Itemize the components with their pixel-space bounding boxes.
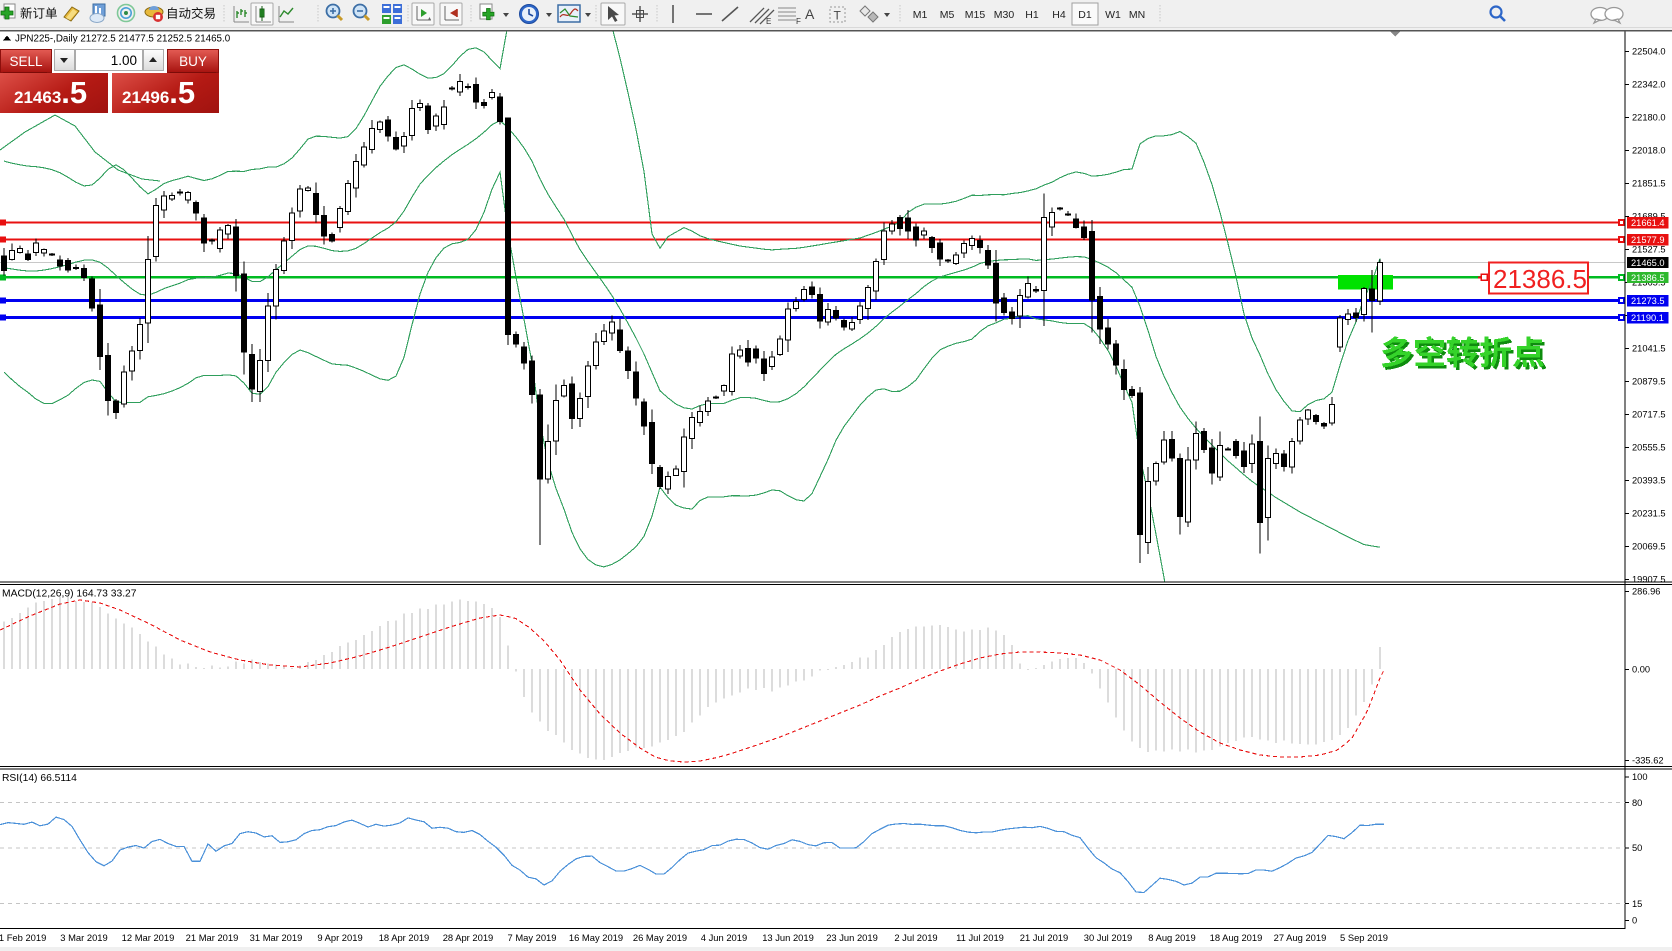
svg-text:2 Jul 2019: 2 Jul 2019 xyxy=(894,932,937,943)
svg-text:31 Mar 2019: 31 Mar 2019 xyxy=(250,932,303,943)
svg-text:20231.5: 20231.5 xyxy=(1632,509,1666,519)
svg-text:W1: W1 xyxy=(1105,9,1121,21)
svg-text:21689.5: 21689.5 xyxy=(1632,212,1666,222)
svg-text:12 Mar 2019: 12 Mar 2019 xyxy=(122,932,175,943)
svg-text:H4: H4 xyxy=(1052,9,1066,21)
svg-text:22018.0: 22018.0 xyxy=(1632,146,1666,156)
svg-text:21 Mar 2019: 21 Mar 2019 xyxy=(186,932,239,943)
svg-text:0: 0 xyxy=(1632,916,1637,926)
svg-text:T: T xyxy=(834,9,842,23)
svg-text:16 May 2019: 16 May 2019 xyxy=(569,932,623,943)
svg-text:20069.5: 20069.5 xyxy=(1632,542,1666,552)
svg-text:22504.0: 22504.0 xyxy=(1632,47,1666,57)
svg-text:M15: M15 xyxy=(965,9,986,21)
svg-text:JPN225-,Daily 21272.5 21477.5: JPN225-,Daily 21272.5 21477.5 21252.5 21… xyxy=(15,34,231,45)
svg-text:100: 100 xyxy=(1632,772,1648,782)
svg-text:E: E xyxy=(766,17,771,26)
svg-text:M5: M5 xyxy=(940,9,955,21)
svg-text:A: A xyxy=(805,6,815,22)
svg-text:D1: D1 xyxy=(1078,9,1092,21)
svg-text:H1: H1 xyxy=(1025,9,1039,21)
svg-text:30 Jul 2019: 30 Jul 2019 xyxy=(1084,932,1132,943)
svg-text:21041.5: 21041.5 xyxy=(1632,344,1666,354)
svg-text:21 Feb 2019: 21 Feb 2019 xyxy=(0,932,46,943)
svg-text:21465.0: 21465.0 xyxy=(1631,258,1665,268)
svg-text:15: 15 xyxy=(1632,899,1642,909)
svg-text:-335.62: -335.62 xyxy=(1632,756,1664,766)
svg-text:21273.5: 21273.5 xyxy=(1631,296,1665,306)
svg-text:MN: MN xyxy=(1129,9,1145,21)
svg-text:50: 50 xyxy=(1632,843,1642,853)
svg-text:11 Jul 2019: 11 Jul 2019 xyxy=(956,932,1004,943)
svg-text:286.96: 286.96 xyxy=(1632,587,1660,597)
svg-text:13 Jun 2019: 13 Jun 2019 xyxy=(762,932,814,943)
svg-text:21661.4: 21661.4 xyxy=(1631,218,1665,228)
svg-text:20555.5: 20555.5 xyxy=(1632,443,1666,453)
svg-text:21527.5: 21527.5 xyxy=(1632,245,1666,255)
svg-text:M30: M30 xyxy=(994,9,1015,21)
svg-text:18 Aug 2019: 18 Aug 2019 xyxy=(1210,932,1263,943)
svg-text:22342.0: 22342.0 xyxy=(1632,80,1666,90)
svg-text:4 Jun 2019: 4 Jun 2019 xyxy=(701,932,747,943)
svg-text:F: F xyxy=(796,17,801,26)
svg-text:RSI(14) 66.5114: RSI(14) 66.5114 xyxy=(2,773,77,784)
svg-text:M1: M1 xyxy=(913,9,928,21)
svg-text:20393.5: 20393.5 xyxy=(1632,476,1666,486)
svg-text:19907.5: 19907.5 xyxy=(1632,575,1666,585)
svg-text:22180.0: 22180.0 xyxy=(1632,113,1666,123)
svg-text:21190.1: 21190.1 xyxy=(1631,313,1664,323)
svg-text:0.00: 0.00 xyxy=(1632,665,1650,675)
svg-text:26 May 2019: 26 May 2019 xyxy=(633,932,687,943)
svg-text:21386.5: 21386.5 xyxy=(1493,264,1587,294)
svg-text:21386.5: 21386.5 xyxy=(1631,273,1665,283)
svg-text:80: 80 xyxy=(1632,798,1642,808)
svg-text:20879.5: 20879.5 xyxy=(1632,377,1666,387)
svg-text:27 Aug 2019: 27 Aug 2019 xyxy=(1274,932,1327,943)
svg-text:18 Apr 2019: 18 Apr 2019 xyxy=(379,932,430,943)
svg-text:3 Mar 2019: 3 Mar 2019 xyxy=(60,932,107,943)
svg-text:21 Jul 2019: 21 Jul 2019 xyxy=(1020,932,1068,943)
svg-text:8 Aug 2019: 8 Aug 2019 xyxy=(1148,932,1195,943)
svg-text:20717.5: 20717.5 xyxy=(1632,410,1666,420)
svg-text:5 Sep 2019: 5 Sep 2019 xyxy=(1340,932,1388,943)
svg-text:23 Jun 2019: 23 Jun 2019 xyxy=(826,932,878,943)
svg-text:21851.5: 21851.5 xyxy=(1632,179,1666,189)
svg-text:7 May 2019: 7 May 2019 xyxy=(508,932,557,943)
svg-text:28 Apr 2019: 28 Apr 2019 xyxy=(443,932,494,943)
svg-text:21577.9: 21577.9 xyxy=(1631,235,1665,245)
svg-text:MACD(12,26,9) 164.73 33.27: MACD(12,26,9) 164.73 33.27 xyxy=(2,589,137,600)
svg-text:9 Apr 2019: 9 Apr 2019 xyxy=(317,932,362,943)
